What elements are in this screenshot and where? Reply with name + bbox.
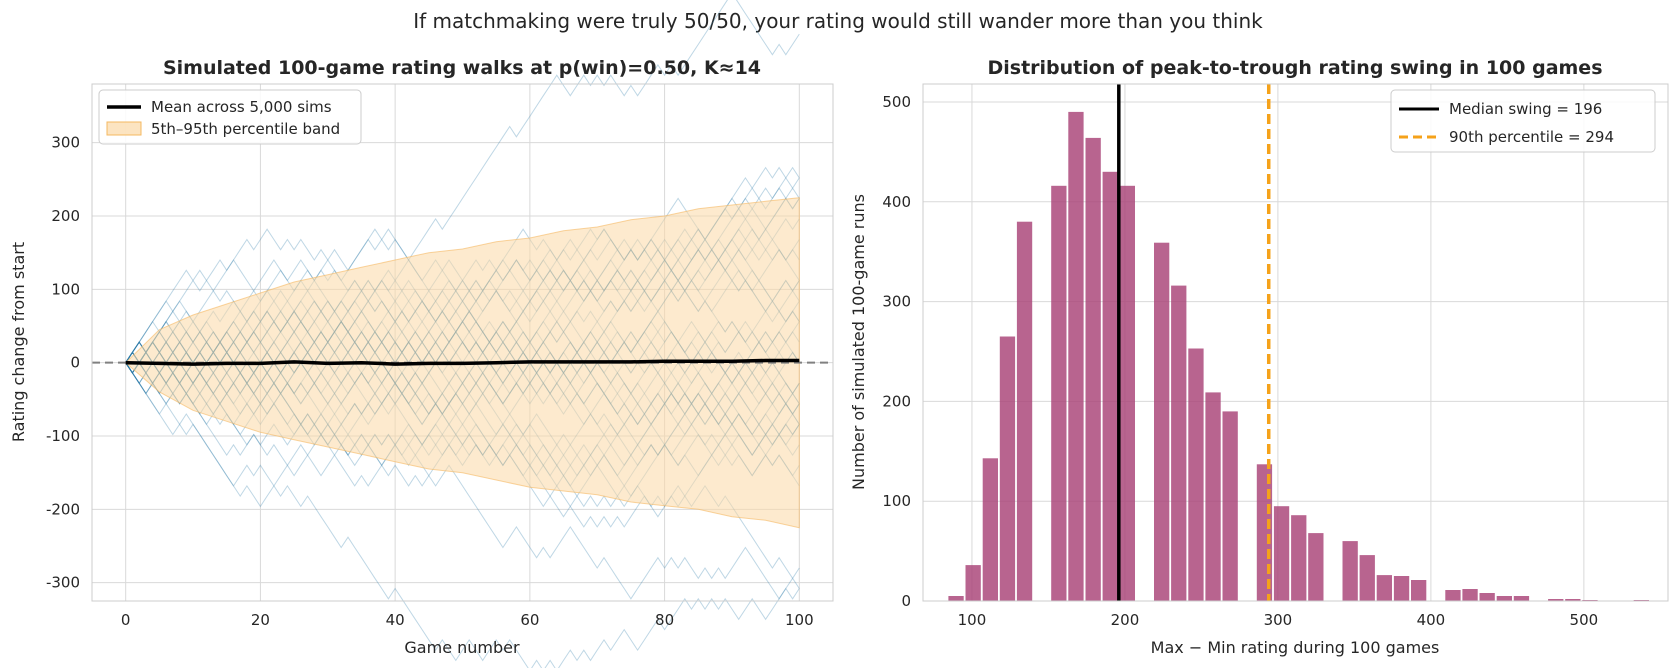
histogram-bar	[965, 565, 981, 601]
histogram-bar	[1102, 171, 1118, 602]
figure-suptitle: If matchmaking were truly 50/50, your ra…	[413, 9, 1263, 33]
right-y-axis-label: Number of simulated 100-game runs	[849, 194, 868, 490]
histogram-bar	[1393, 576, 1410, 601]
histogram-bar	[1205, 392, 1221, 601]
legend-median-label: Median swing = 196	[1449, 100, 1602, 118]
left-y-tick: -100	[46, 427, 80, 445]
left-x-tick: 0	[121, 611, 131, 629]
histogram-bar	[1051, 185, 1067, 602]
left-x-tick: 60	[520, 611, 539, 629]
rating-walks-panel: 0 20 40 60 80 100 -300 -200 -100 0 100 200 300 Simu…	[9, 0, 834, 672]
left-y-tick: -200	[46, 500, 80, 518]
legend-p90-label: 90th percentile = 294	[1449, 128, 1614, 146]
right-y-tick-labels: 0 100 200 300 400 500	[882, 93, 911, 610]
histogram-bar	[1085, 137, 1101, 601]
left-y-axis-label: Rating change from start	[9, 242, 28, 442]
left-y-tick-labels: -300 -200 -100 0 100 200 300	[46, 134, 80, 592]
histogram-bar	[1222, 411, 1238, 601]
left-y-tick: 0	[70, 354, 80, 372]
right-y-tick: 100	[882, 492, 911, 510]
left-x-tick: 100	[785, 611, 814, 629]
histogram-bar	[982, 458, 998, 601]
legend-mean-label: Mean across 5,000 sims	[151, 98, 332, 116]
histogram-bar	[1376, 575, 1392, 601]
histogram-bar	[1068, 111, 1084, 602]
histogram-bar	[999, 336, 1016, 601]
swing-histogram-panel: 100 200 300 400 500 0 100 200 300 400 500 Distrib…	[849, 57, 1669, 657]
left-x-tick-labels: 0 20 40 60 80 100	[121, 611, 814, 629]
left-y-tick: -300	[46, 574, 80, 592]
left-y-tick: 200	[51, 207, 80, 225]
right-x-tick: 400	[1417, 611, 1446, 629]
legend-band-swatch	[106, 121, 142, 136]
right-legend-box	[1390, 89, 1656, 153]
left-x-tick: 20	[251, 611, 270, 629]
histogram-bar	[1548, 599, 1564, 601]
histogram-bar	[1291, 515, 1307, 601]
histogram-bar	[1273, 506, 1290, 601]
left-legend: Mean across 5,000 sims 5th–95th percenti…	[98, 89, 362, 145]
right-x-tick: 200	[1111, 611, 1140, 629]
histogram-bar	[1171, 285, 1187, 601]
histogram-bar	[1565, 599, 1581, 601]
left-chart-title: Simulated 100-game rating walks at p(win…	[163, 57, 761, 79]
histogram-bar	[1513, 596, 1530, 601]
left-y-tick: 100	[51, 280, 80, 298]
histogram-bar	[1188, 348, 1204, 601]
histogram-bar	[1154, 242, 1170, 601]
histogram-bar	[1411, 580, 1427, 601]
right-legend: Median swing = 196 90th percentile = 294	[1390, 89, 1656, 153]
histogram-bar	[948, 596, 964, 601]
legend-band-label: 5th–95th percentile band	[151, 120, 340, 138]
right-x-axis-label: Max − Min rating during 100 games	[1151, 638, 1440, 657]
histogram-bar	[1445, 590, 1461, 601]
histogram-bar	[1359, 555, 1375, 601]
histogram-bar	[1119, 185, 1135, 602]
histogram-bar	[1479, 593, 1495, 601]
right-y-tick: 500	[882, 93, 911, 111]
left-y-tick: 300	[51, 134, 80, 152]
right-y-tick: 0	[901, 592, 911, 610]
mean-series-line	[125, 358, 800, 366]
right-x-tick: 300	[1264, 611, 1293, 629]
histogram-bar	[1308, 533, 1324, 601]
right-x-tick-labels: 100 200 300 400 500	[958, 611, 1599, 629]
histogram-bars	[948, 111, 1649, 602]
histogram-bar	[1016, 221, 1033, 601]
left-axes-frame	[91, 83, 834, 602]
histogram-bar	[1462, 589, 1478, 601]
reference-lines	[1117, 84, 1271, 601]
left-x-tick: 40	[386, 611, 405, 629]
histogram-bar	[1342, 541, 1358, 601]
right-y-tick: 200	[882, 392, 911, 410]
left-x-axis-label: Game number	[404, 638, 520, 657]
left-legend-box	[98, 89, 362, 145]
histogram-bar	[1496, 596, 1512, 601]
right-x-tick: 500	[1570, 611, 1599, 629]
right-y-tick: 300	[882, 293, 911, 311]
right-chart-title: Distribution of peak-to-trough rating sw…	[987, 57, 1602, 79]
right-x-tick: 100	[958, 611, 987, 629]
mean-line	[92, 358, 833, 366]
right-axes-frame	[922, 83, 1669, 602]
sample-walk-line	[125, 362, 800, 672]
right-y-tick: 400	[882, 193, 911, 211]
left-x-tick: 80	[655, 611, 674, 629]
right-plot-area	[923, 84, 1668, 601]
